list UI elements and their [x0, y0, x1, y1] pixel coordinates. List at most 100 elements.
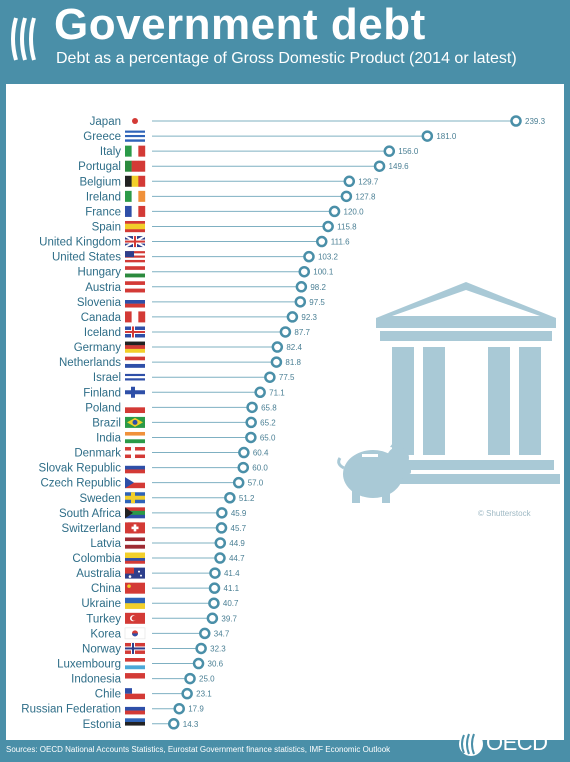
- category-label: Poland: [85, 402, 121, 414]
- category-label: Estonia: [83, 719, 122, 731]
- data-row: Sweden 51.2: [79, 492, 255, 505]
- category-label: Portugal: [78, 161, 121, 173]
- data-row: Slovak Republic 60.0: [39, 461, 268, 475]
- data-row: South Africa 45.9: [59, 507, 247, 520]
- value-label: 81.8: [285, 358, 301, 367]
- value-label: 39.7: [221, 614, 237, 623]
- flag-icon: [125, 567, 145, 579]
- value-label: 57.0: [248, 479, 264, 488]
- value-marker: [192, 657, 205, 670]
- oecd-bars-icon: [11, 17, 36, 61]
- flag-icon: [125, 416, 145, 428]
- data-row: Chile 23.1: [95, 687, 212, 701]
- flag-icon: [125, 642, 145, 654]
- value-marker: [224, 492, 236, 504]
- category-label: Ireland: [86, 191, 121, 203]
- value-marker: [232, 476, 245, 489]
- data-row: Iceland 87.7: [84, 326, 311, 339]
- value-marker: [294, 296, 307, 308]
- category-label: Germany: [74, 342, 122, 354]
- category-label: Korea: [90, 628, 121, 640]
- data-row: Israel 77.5: [93, 371, 295, 384]
- data-row: Poland 65.8: [85, 401, 277, 414]
- value-label: 120.0: [344, 207, 365, 216]
- value-marker: [181, 687, 193, 700]
- data-row: Hungary 100.1: [78, 265, 334, 279]
- flag-icon: [125, 718, 145, 730]
- bank-building-icon: [372, 282, 560, 484]
- category-label: Israel: [93, 372, 121, 384]
- source-note: Sources: OECD National Accounts Statisti…: [6, 745, 391, 754]
- value-label: 41.4: [224, 569, 240, 578]
- value-marker: [316, 235, 328, 248]
- data-row: Finland 71.1: [83, 386, 285, 399]
- category-label: Iceland: [84, 327, 121, 339]
- value-label: 44.7: [229, 554, 245, 563]
- data-row: Ukraine 40.7: [81, 597, 239, 610]
- data-row: Czech Republic 57.0: [40, 476, 264, 490]
- flag-icon: [125, 115, 145, 127]
- value-marker: [421, 130, 434, 142]
- data-row: United States 103.2: [52, 250, 339, 264]
- data-row: France 120.0: [85, 205, 365, 218]
- data-row: United Kingdom 111.6: [39, 235, 350, 249]
- data-row: Italy 156.0: [100, 145, 419, 158]
- category-label: Norway: [82, 643, 121, 655]
- value-marker: [173, 702, 185, 715]
- flag-icon: [125, 281, 145, 293]
- data-row: Slovenia 97.5: [77, 296, 325, 309]
- category-label: Colombia: [72, 553, 121, 565]
- bank-piggy-illustration: [337, 282, 560, 503]
- category-label: Hungary: [78, 267, 122, 279]
- data-row: Canada 92.3: [81, 311, 318, 324]
- flag-icon: [125, 220, 145, 233]
- category-label: Finland: [83, 387, 121, 399]
- data-row: Japan 239.3: [90, 115, 546, 128]
- value-marker: [343, 175, 356, 188]
- value-marker: [208, 582, 221, 594]
- value-label: 23.1: [196, 690, 212, 699]
- value-marker: [254, 386, 266, 399]
- flag-icon: [125, 296, 145, 308]
- value-marker: [245, 416, 257, 429]
- value-label: 98.2: [310, 283, 326, 292]
- chart-panel: [6, 84, 564, 740]
- category-label: Japan: [90, 116, 121, 128]
- flag-icon: [125, 371, 145, 383]
- data-row: Belgium 129.7: [79, 175, 379, 188]
- category-label: Slovenia: [77, 297, 122, 309]
- flag-icon: [125, 160, 146, 172]
- value-label: 77.5: [279, 373, 295, 382]
- value-label: 87.7: [294, 328, 310, 337]
- copyright-text: © Shutterstock: [478, 509, 531, 518]
- value-marker: [214, 552, 226, 564]
- category-label: Brazil: [92, 417, 121, 429]
- value-marker: [237, 461, 250, 474]
- flag-icon: [125, 311, 146, 323]
- value-marker: [328, 205, 341, 218]
- category-label: India: [96, 432, 122, 444]
- value-marker: [208, 597, 220, 609]
- data-row: Spain 115.8: [92, 220, 357, 233]
- flag-icon: [125, 673, 145, 685]
- flag-icon: [125, 190, 146, 202]
- category-label: Greece: [83, 131, 121, 143]
- category-label: Canada: [81, 312, 122, 324]
- chart-rows: Japan 239.3 Greece 181.0 Italy 156.0 Portugal 1…: [21, 115, 546, 731]
- flag-icon: [125, 431, 145, 444]
- flag-icon: [125, 266, 145, 278]
- data-row: Denmark 60.4: [74, 446, 269, 460]
- category-label: Denmark: [74, 448, 121, 460]
- data-row: Brazil 65.2: [92, 416, 276, 429]
- data-row: Korea 34.7: [90, 627, 230, 640]
- category-label: Spain: [92, 221, 121, 233]
- piggy-bank-icon: [337, 436, 411, 503]
- value-marker: [373, 160, 386, 172]
- data-row: Turkey 39.7: [86, 612, 238, 625]
- category-label: Czech Republic: [40, 478, 121, 490]
- value-label: 45.7: [231, 524, 247, 533]
- data-row: Indonesia 25.0: [71, 672, 215, 686]
- value-label: 82.4: [286, 343, 302, 352]
- value-marker: [216, 507, 228, 519]
- value-label: 71.1: [269, 388, 285, 397]
